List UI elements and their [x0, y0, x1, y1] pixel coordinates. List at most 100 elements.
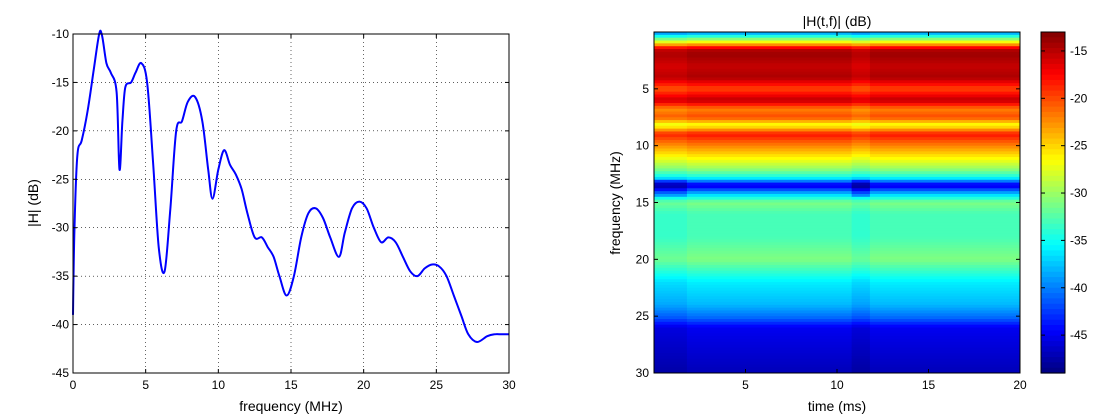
heatmap-y-tick-label: 30 [636, 366, 650, 380]
heatmap-cell [654, 211, 688, 215]
heatmap-cell [851, 270, 871, 275]
heatmap-cell [654, 51, 688, 56]
heatmap-cell [851, 57, 871, 61]
colorbar-segment [1041, 32, 1065, 38]
heatmap-y-tick-label: 10 [636, 139, 650, 153]
heatmap-cell [851, 355, 871, 360]
heatmap-cell [869, 120, 1021, 124]
heatmap-cell [686, 134, 853, 138]
heatmap-cell [686, 66, 853, 70]
heatmap-cell [851, 131, 871, 135]
heatmap-cell [654, 134, 688, 138]
heatmap-cell [869, 321, 1021, 326]
heatmap-cell [686, 270, 853, 275]
heatmap-cell [686, 284, 853, 289]
heatmap-cell [869, 176, 1021, 181]
heatmap-cell [869, 310, 1021, 314]
heatmap-cell [869, 202, 1021, 206]
colorbar-segment [1041, 250, 1065, 257]
heatmap-cell [851, 364, 871, 368]
heatmap-cell [851, 43, 871, 47]
heatmap-cell [869, 122, 1021, 127]
heatmap-cell [869, 324, 1021, 329]
heatmap-cell [654, 193, 688, 198]
heatmap-x-tick-label: 15 [922, 378, 936, 392]
heatmap-cell [851, 193, 871, 198]
heatmap-cell [869, 250, 1021, 255]
heatmap-cell [851, 108, 871, 113]
heatmap-cell [654, 208, 688, 212]
heatmap-cell [654, 185, 688, 189]
heatmap-cell [869, 139, 1021, 144]
colorbar-segment [1041, 319, 1065, 326]
heatmap-cell [686, 182, 853, 186]
heatmap-cell [686, 157, 853, 161]
colorbar-segment [1041, 133, 1065, 140]
heatmap-cell [851, 122, 871, 127]
heatmap-cell [654, 299, 688, 303]
heatmap-cell [654, 228, 688, 232]
heatmap-cell [686, 259, 853, 263]
heatmap-cell [869, 162, 1021, 167]
colorbar-segment [1041, 255, 1065, 262]
heatmap-cell [851, 60, 871, 64]
heatmap-cell [869, 290, 1021, 294]
heatmap-cell [686, 222, 853, 226]
heatmap-cell [686, 114, 853, 118]
x-tick-label: 10 [212, 378, 226, 392]
heatmap-cell [686, 142, 853, 147]
heatmap-cell [654, 282, 688, 286]
heatmap-cell [654, 338, 688, 343]
heatmap-cell [686, 361, 853, 365]
heatmap-cell [851, 125, 871, 130]
heatmap-cell [686, 137, 853, 141]
heatmap-cell [869, 134, 1021, 138]
heatmap-cell [869, 307, 1021, 311]
heatmap-cell [851, 211, 871, 215]
heatmap-cell [851, 319, 871, 323]
heatmap-cell [686, 208, 853, 212]
heatmap-cell [869, 265, 1021, 269]
y-tick-label: -30 [52, 221, 70, 235]
heatmap-cell [654, 245, 688, 249]
heatmap-cell [851, 188, 871, 192]
colorbar-segment [1041, 63, 1065, 70]
heatmap-cell [869, 63, 1021, 67]
heatmap-cell [686, 324, 853, 329]
heatmap-cell [869, 341, 1021, 346]
heatmap-cell [851, 250, 871, 255]
heatmap-cell [686, 196, 853, 201]
x-tick-label: 0 [70, 378, 77, 392]
line-plot-ticks: 0 5 10 15 20 25 30 -45 -40 -35 -30 -25 -20 -15 -10 [52, 27, 516, 392]
x-tick-label: 20 [357, 378, 371, 392]
heatmap-cell [869, 77, 1021, 81]
heatmap-cell [686, 71, 853, 76]
heatmap-cell [851, 350, 871, 354]
heatmap-cell [851, 259, 871, 263]
heatmap-cell [686, 46, 853, 50]
heatmap-cell [654, 327, 688, 331]
heatmap-x-tick-label: 20 [1013, 378, 1027, 392]
heatmap-title: |H(t,f)| (dB) [803, 13, 872, 29]
colorbar-segment [1041, 74, 1065, 81]
heatmap-cell [851, 265, 871, 269]
colorbar-segment [1041, 58, 1065, 65]
heatmap-cell [686, 250, 853, 255]
colorbar-segment [1041, 170, 1065, 177]
heatmap-cell [654, 120, 688, 124]
heatmap-cell [654, 347, 688, 351]
heatmap-cell [869, 284, 1021, 289]
colorbar-segment [1041, 122, 1065, 129]
colorbar-segment [1041, 298, 1065, 305]
colorbar-segment [1041, 362, 1065, 369]
heatmap-cell [869, 91, 1021, 96]
heatmap-cell [869, 154, 1021, 158]
x-tick-label: 30 [502, 378, 516, 392]
heatmap-cell [869, 367, 1021, 371]
heatmap-cell [851, 353, 871, 357]
colorbar-segment [1041, 79, 1065, 86]
heatmap-cell [851, 71, 871, 76]
heatmap-cell [869, 43, 1021, 47]
heatmap-cell [686, 333, 853, 337]
heatmap-cell [654, 273, 688, 277]
